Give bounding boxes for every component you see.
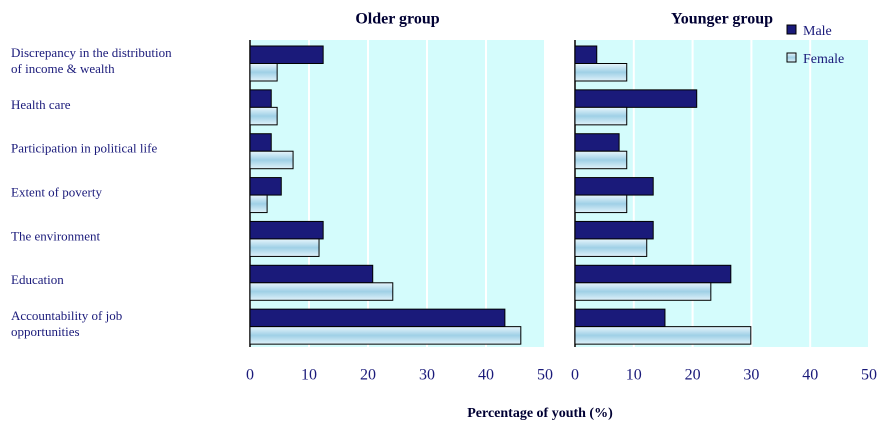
x-tick-label: 10 — [626, 367, 642, 384]
x-tick-label: 30 — [743, 367, 759, 384]
bar — [574, 238, 648, 257]
y-tick-label: The environment — [11, 228, 101, 243]
bar — [249, 150, 294, 170]
bar — [574, 308, 666, 328]
x-tick-label: 40 — [478, 367, 494, 384]
bar — [249, 63, 278, 82]
y-tick-label: Discrepancy in the distribution of income… — [11, 45, 172, 76]
x-tick-label: 10 — [301, 367, 317, 384]
x-tick-label: 20 — [685, 367, 701, 384]
y-tick-label: Extent of poverty — [11, 184, 102, 199]
bar — [574, 177, 654, 196]
bar — [574, 220, 654, 240]
x-tick-label: 0 — [571, 367, 579, 384]
bar — [574, 150, 628, 170]
bar — [574, 63, 628, 82]
bar — [249, 238, 320, 257]
x-tick-label: 50 — [861, 367, 877, 384]
bar — [249, 106, 278, 126]
bar — [249, 282, 394, 301]
y-tick-label: Education — [11, 272, 64, 287]
bar — [249, 45, 324, 64]
bar — [574, 89, 698, 108]
bar — [574, 106, 628, 126]
bar — [574, 45, 598, 64]
y-tick-label: Participation in political life — [11, 141, 157, 156]
bar — [574, 264, 732, 284]
legend-label: Male — [803, 24, 832, 39]
bar — [249, 308, 506, 328]
y-tick-label: Accountability of job opportunities — [11, 308, 122, 339]
bar — [249, 264, 374, 284]
bar — [249, 177, 282, 196]
bar — [249, 326, 522, 345]
legend-swatch — [786, 24, 797, 35]
legend-swatch — [786, 52, 797, 63]
x-axis-label: Percentage of youth (%) — [467, 406, 613, 421]
bar — [249, 89, 272, 108]
x-tick-label: 50 — [537, 367, 553, 384]
x-tick-label: 20 — [360, 367, 376, 384]
x-tick-label: 0 — [246, 367, 254, 384]
plot-background — [250, 40, 545, 347]
bar — [574, 282, 712, 301]
panel-title: Younger group — [671, 11, 773, 28]
bar — [249, 133, 272, 152]
y-tick-label: Health care — [11, 97, 71, 112]
x-tick-label: 40 — [802, 367, 818, 384]
bar — [574, 194, 628, 214]
legend-label: Female — [803, 52, 844, 67]
bar — [249, 220, 324, 240]
panel-title: Older group — [355, 11, 439, 28]
bar — [574, 326, 752, 345]
bar — [249, 194, 268, 214]
x-tick-label: 30 — [419, 367, 435, 384]
bar — [574, 133, 620, 152]
